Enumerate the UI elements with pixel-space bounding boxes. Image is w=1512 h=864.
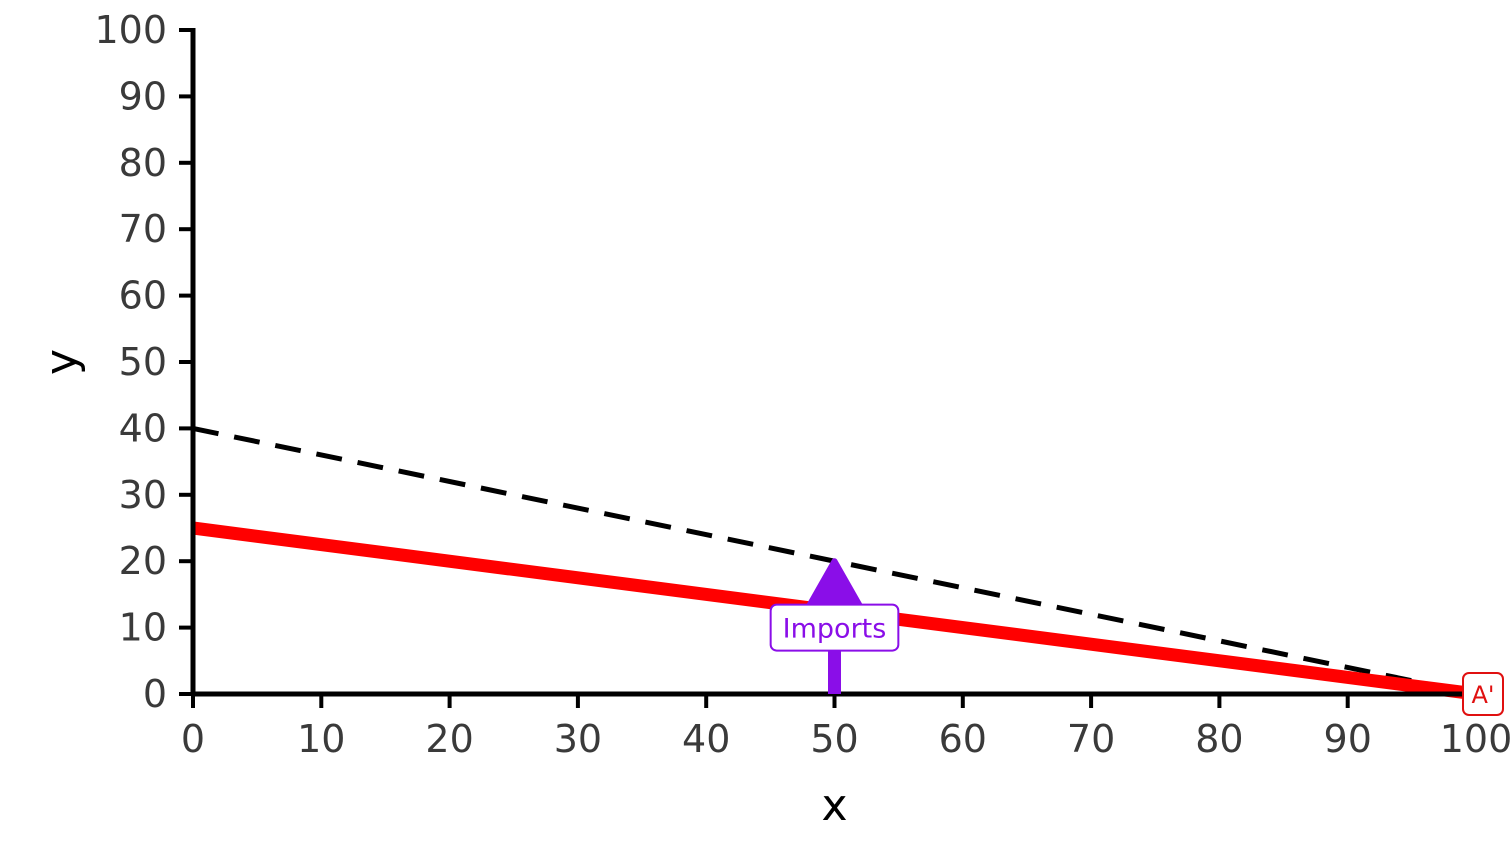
x-tick-label: 90 xyxy=(1324,717,1372,761)
y-tick-label: 70 xyxy=(119,207,167,251)
x-tick-label: 10 xyxy=(297,717,345,761)
point-label-box xyxy=(1462,672,1504,716)
x-tick-label: 70 xyxy=(1067,717,1115,761)
y-axis-title: y xyxy=(36,349,87,375)
annotation-layer: Imports A' xyxy=(769,558,1504,716)
y-tick-label: 60 xyxy=(119,274,167,318)
arrow-head xyxy=(806,558,863,609)
x-tick-label: 80 xyxy=(1195,717,1243,761)
y-tick-label: 10 xyxy=(119,606,167,650)
y-tick-label: 80 xyxy=(119,141,167,185)
x-tick-label: 40 xyxy=(682,717,730,761)
x-axis-title: x xyxy=(821,780,847,831)
y-tick-label: 90 xyxy=(119,74,167,118)
x-tick-label: 50 xyxy=(810,717,858,761)
tick-layer: 0 10 20 30 40 50 60 70 80 90 100 0 10 20 30 40 50 60 70 80 9… xyxy=(94,8,1512,761)
x-tick-label: 100 xyxy=(1440,717,1512,761)
point-label-a-prime: A' xyxy=(1471,681,1494,709)
imports-label: Imports xyxy=(783,614,887,645)
imports-label-box xyxy=(769,603,900,652)
x-tick-label: 30 xyxy=(554,717,602,761)
y-tick-label: 20 xyxy=(119,539,167,583)
x-tick-label: 0 xyxy=(181,717,205,761)
y-tick-label: 50 xyxy=(119,340,167,384)
y-tick-label: 30 xyxy=(119,473,167,517)
y-tick-label: 100 xyxy=(94,8,167,52)
x-tick-label: 60 xyxy=(939,717,987,761)
y-tick-label: 40 xyxy=(119,406,167,450)
x-tick-label: 20 xyxy=(425,717,473,761)
y-tick-label: 0 xyxy=(143,672,167,716)
